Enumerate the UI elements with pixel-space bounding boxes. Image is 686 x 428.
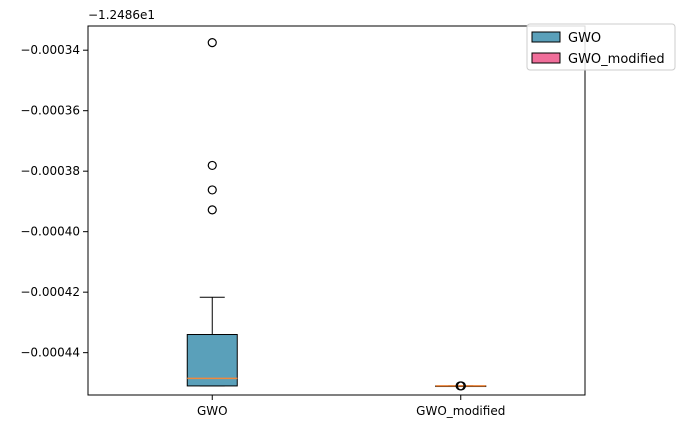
y-tick-label: −0.00036 bbox=[20, 104, 80, 118]
box-iqr bbox=[186, 334, 238, 387]
y-tick-label: −0.00034 bbox=[20, 43, 80, 57]
y-tick-label: −0.00044 bbox=[20, 346, 80, 360]
box-group bbox=[435, 381, 487, 391]
outlier-point bbox=[207, 160, 217, 171]
legend-label: GWO bbox=[568, 31, 601, 46]
legend-label: GWO_modified bbox=[568, 52, 665, 67]
boxes bbox=[186, 38, 487, 391]
legend-swatch bbox=[531, 31, 561, 43]
legend-swatch bbox=[531, 52, 561, 64]
outlier-point bbox=[207, 205, 217, 215]
x-tick-label: GWO_modified bbox=[416, 404, 505, 418]
box-group bbox=[186, 38, 238, 387]
y-axis: −0.00034 −0.00036 −0.00038 −0.00040 −0.00042… bbox=[20, 43, 88, 360]
plot-frame bbox=[87, 25, 586, 396]
y-tick-label: −0.00038 bbox=[20, 164, 80, 178]
y-tick-label: −0.00040 bbox=[20, 225, 80, 239]
x-axis: GWO GWO_modified bbox=[197, 395, 505, 418]
x-tick-label: GWO bbox=[197, 404, 228, 418]
outlier-point bbox=[456, 381, 466, 391]
y-offset-label: −1.2486e1 bbox=[88, 8, 155, 22]
plot-area bbox=[88, 26, 585, 395]
outlier-point bbox=[207, 185, 217, 195]
legend-frame bbox=[526, 23, 676, 71]
legend: GWO GWO_modified bbox=[526, 23, 676, 71]
y-tick-label: −0.00042 bbox=[20, 285, 80, 299]
outlier-point bbox=[207, 38, 217, 48]
